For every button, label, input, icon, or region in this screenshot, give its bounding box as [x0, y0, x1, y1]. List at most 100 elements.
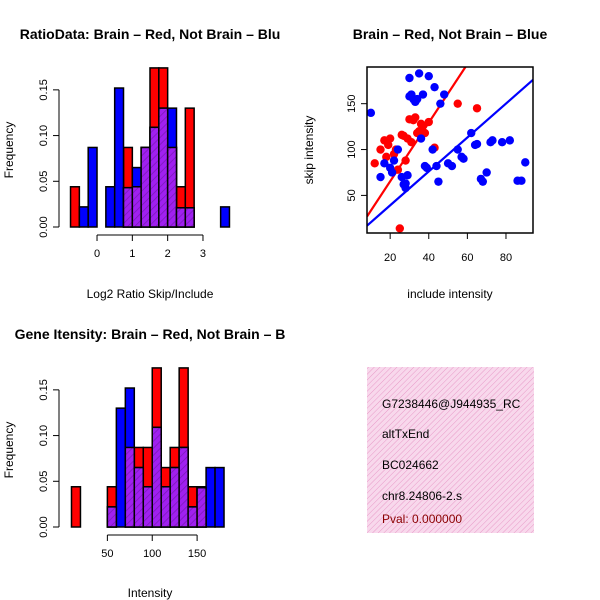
scatter-axes: 20 40 60 80 50 100 150 — [346, 95, 512, 264]
ratio-hist-overlap-bar — [140, 146, 151, 228]
intensity-hist-overlap-bar — [124, 446, 136, 528]
scatter-point-blue — [376, 172, 385, 182]
info-location: chr8.24806-2.s — [382, 489, 462, 503]
scatter-y-tick-label: 50 — [346, 189, 358, 201]
ratio-hist-overlap-bar — [158, 107, 169, 228]
scatter-trendline-red — [367, 67, 467, 218]
scatter-point-red — [411, 113, 420, 122]
scatter-ylabel: skip intensity — [302, 116, 316, 185]
scatter-point-blue — [428, 145, 437, 154]
scatter-point-blue — [478, 177, 488, 186]
scatter-point-blue — [393, 145, 403, 154]
ratio-hist-x-tick-label: 1 — [129, 248, 135, 260]
ratio-hist-axes: 0.00 0.05 0.10 0.15 0 1 2 3 — [38, 79, 206, 260]
intensity-hist-red-bar — [70, 486, 82, 528]
ratio-hist-x-tick-label: 3 — [200, 248, 206, 260]
scatter-point-blue — [412, 94, 422, 104]
intensity-hist-overlap-bar — [133, 466, 145, 528]
scatter-point-blue — [424, 71, 433, 81]
ratio-hist-y-tick-label: 0.10 — [38, 125, 50, 146]
ratio-hist-blue-bar — [219, 206, 231, 228]
scatter-point-blue — [505, 136, 515, 145]
info-probe-id: G7238446@J944935_RC — [382, 397, 521, 411]
ratio-hist-x-tick-label: 2 — [165, 248, 171, 260]
ratio-hist-red-bar — [69, 186, 81, 228]
ratio-hist-overlap-bar — [184, 207, 195, 228]
scatter-point-red — [395, 224, 405, 233]
intensity-hist-overlap-bar — [142, 486, 153, 528]
intensity-hist-overlap-bar — [151, 426, 162, 528]
ratio-hist-y-tick-label: 0.15 — [38, 79, 50, 100]
ratio-hist-blue-bar — [113, 87, 125, 228]
ratio-hist-ylabel: Frequency — [2, 122, 16, 179]
scatter-point-blue — [447, 161, 457, 171]
scatter-point-blue — [389, 156, 399, 165]
scatter-point-blue — [414, 69, 424, 78]
intensity-hist-y-tick-label: 0.15 — [38, 379, 50, 400]
scatter-xlabel: include intensity — [407, 287, 492, 301]
intensity-hist-xlabel: Intensity — [128, 586, 173, 600]
intensity-hist-title: Gene Itensity: Brain – Red, Not Brain – … — [15, 326, 286, 342]
ratio-hist-y-tick-label: 0.05 — [38, 171, 50, 192]
scatter-title: Brain – Red, Not Brain – Blue — [353, 26, 548, 42]
ratio-hist-overlap-bar — [175, 207, 187, 228]
ratio-hist-title: RatioData: Brain – Red, Not Brain – Blu — [20, 26, 281, 42]
ratio-hist-overlap-bar — [149, 126, 160, 228]
scatter-point-red — [384, 140, 393, 150]
ratio-hist-bars — [69, 67, 231, 228]
scatter-x-tick-label: 60 — [461, 252, 473, 264]
intensity-hist-overlap-bar — [169, 466, 180, 528]
scatter-point-blue — [521, 158, 530, 167]
scatter-point-blue — [497, 138, 507, 147]
scatter-point-blue — [472, 139, 482, 149]
scatter-point-blue — [403, 171, 412, 180]
intensity-hist-blue-bar — [115, 407, 127, 528]
scatter-point-red — [385, 134, 395, 143]
scatter-plot-area — [367, 67, 533, 233]
scatter-point-blue — [459, 154, 468, 163]
panel-ratio-histogram: RatioData: Brain – Red, Not Brain – Blu … — [2, 26, 280, 301]
scatter-point-blue — [517, 176, 526, 185]
scatter-y-tick-label: 100 — [346, 140, 358, 158]
intensity-hist-x-tick-label: 50 — [101, 548, 113, 560]
scatter-x-tick-label: 20 — [384, 252, 396, 264]
ratio-hist-blue-bar — [87, 146, 98, 228]
intensity-hist-overlap-bar — [196, 486, 207, 528]
ratio-hist-xlabel: Log2 Ratio Skip/Include — [87, 287, 214, 301]
ratio-hist-x-tick-label: 0 — [94, 248, 100, 260]
scatter-point-blue — [405, 73, 414, 83]
intensity-hist-overlap-bar — [178, 446, 189, 528]
ratio-hist-y-tick-label: 0.00 — [38, 216, 50, 237]
intensity-hist-ylabel: Frequency — [2, 422, 16, 479]
info-background — [367, 367, 534, 533]
scatter-point-blue — [418, 90, 428, 99]
intensity-hist-bars — [70, 367, 225, 528]
scatter-point-blue — [430, 82, 439, 92]
scatter-point-blue — [488, 136, 497, 145]
intensity-hist-blue-bar — [214, 466, 225, 528]
intensity-hist-y-tick-label: 0.10 — [38, 425, 50, 446]
intensity-hist-axes: 0.00 0.05 0.10 0.15 50 100 150 — [38, 379, 206, 560]
scatter-point-red — [472, 104, 482, 113]
intensity-hist-overlap-bar — [187, 506, 198, 528]
scatter-point-blue — [416, 134, 426, 143]
intensity-hist-y-tick-label: 0.00 — [38, 516, 50, 537]
intensity-hist-overlap-bar — [160, 486, 171, 528]
ratio-hist-overlap-bar — [122, 186, 134, 228]
info-event-type: altTxEnd — [382, 427, 429, 441]
scatter-x-tick-label: 40 — [423, 252, 435, 264]
ratio-hist-overlap-bar — [131, 186, 142, 228]
scatter-x-tick-label: 80 — [500, 252, 512, 264]
scatter-point-blue — [436, 99, 445, 108]
scatter-point-red — [376, 145, 385, 154]
scatter-y-tick-label: 150 — [346, 95, 358, 113]
scatter-point-blue — [367, 108, 376, 118]
info-pval: Pval: 0.000000 — [382, 512, 462, 526]
ratio-hist-overlap-bar — [166, 146, 178, 228]
intensity-hist-x-tick-label: 150 — [188, 548, 206, 560]
intensity-hist-blue-bar — [205, 466, 216, 528]
ratio-hist-blue-bar — [78, 206, 89, 228]
scatter-trendline-blue — [367, 79, 533, 227]
scatter-point-blue — [482, 168, 491, 177]
